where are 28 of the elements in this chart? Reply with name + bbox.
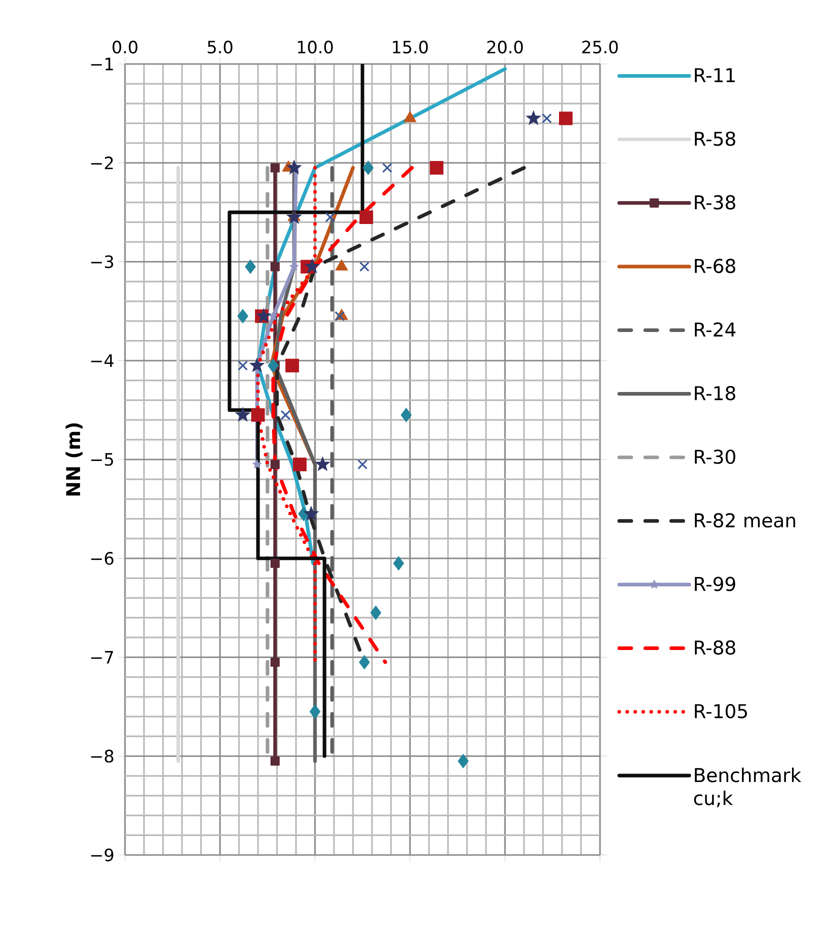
legend-label: R-58 bbox=[694, 132, 736, 146]
legend-label: R-99 bbox=[694, 576, 736, 592]
y-tick-label: −6 bbox=[91, 552, 114, 565]
legend-label: R-18 bbox=[694, 386, 736, 400]
y-axis-title: NN (m) bbox=[66, 423, 83, 496]
legend-label: R-68 bbox=[694, 258, 736, 274]
x-tick-label: 20.0 bbox=[487, 40, 523, 54]
legend-label: R-82 mean bbox=[694, 513, 796, 528]
legend-label: R-30 bbox=[694, 450, 736, 464]
legend-label: R-105 bbox=[694, 704, 747, 718]
y-tick-label: −2 bbox=[91, 156, 113, 170]
y-tick-label: −5 bbox=[91, 453, 113, 466]
x-tick-label: 15.0 bbox=[392, 40, 428, 54]
x-tick-label: 5.0 bbox=[208, 40, 232, 54]
legend-label: R-24 bbox=[694, 322, 736, 336]
x-tick-label: 0.0 bbox=[112, 40, 138, 54]
y-tick-label: −4 bbox=[91, 354, 114, 367]
x-tick-label: 25.0 bbox=[582, 40, 618, 54]
y-tick-label: −7 bbox=[91, 651, 114, 664]
legend-label: R-88 bbox=[694, 640, 736, 655]
y-tick-label: −9 bbox=[91, 848, 114, 862]
legend-label: Benchmark cu;k bbox=[694, 768, 802, 808]
y-tick-label: −3 bbox=[91, 255, 114, 268]
legend-label: R-38 bbox=[694, 195, 736, 210]
legend-label: R-11 bbox=[694, 68, 735, 82]
y-tick-label: −8 bbox=[91, 750, 114, 763]
x-tick-label: 10.0 bbox=[298, 40, 333, 54]
y-tick-label: −1 bbox=[91, 58, 113, 70]
